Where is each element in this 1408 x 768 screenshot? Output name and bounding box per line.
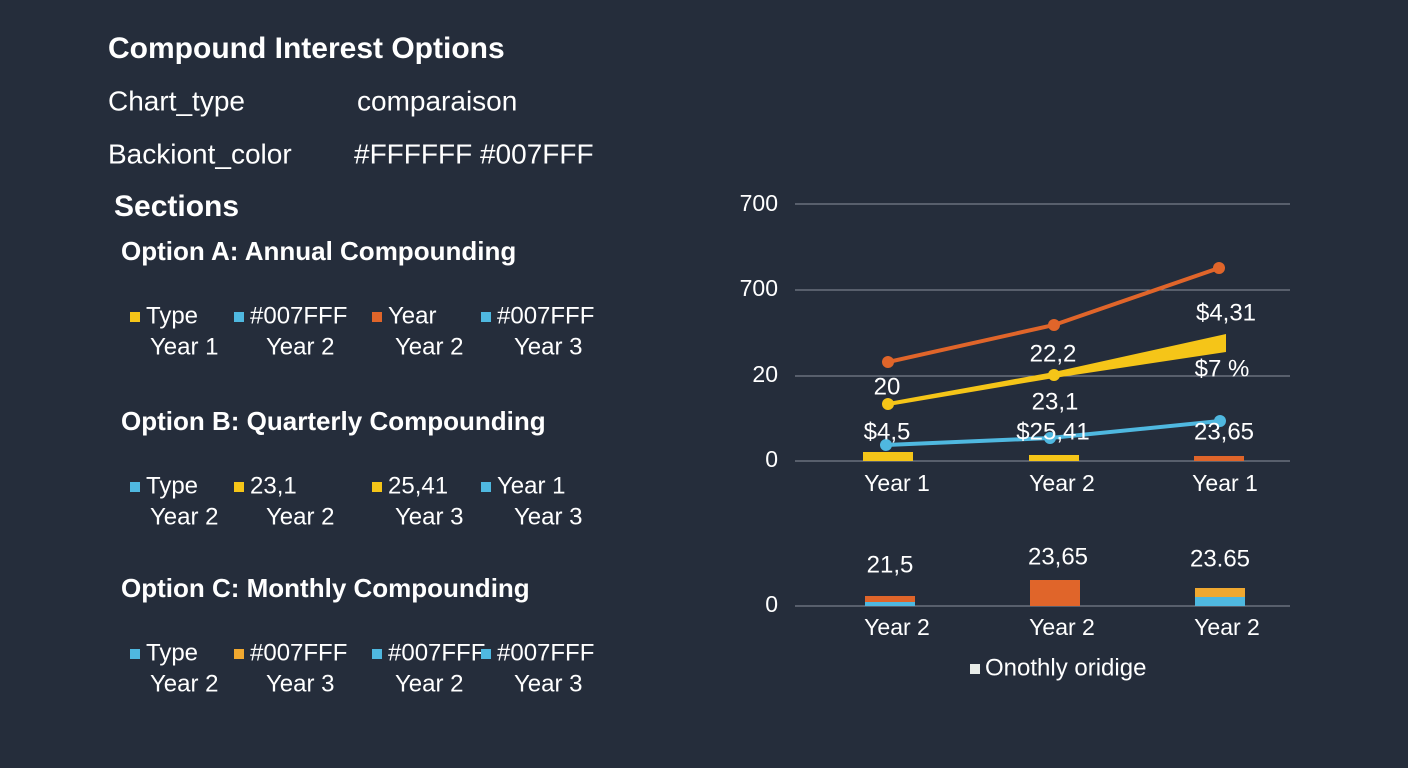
x-tick-label: Year 2 (1029, 470, 1095, 496)
legend-swatch (372, 649, 382, 659)
data-label: 20 (874, 373, 901, 400)
y-tick-label: 700 (740, 190, 778, 216)
item-sub: Year 3 (514, 670, 583, 697)
item-label: Year (388, 302, 437, 329)
bar (1029, 455, 1079, 461)
legend-label: Onothly oridige (985, 654, 1146, 681)
x-tick-label: Year 2 (864, 614, 930, 640)
item-label: 23,1 (250, 472, 297, 499)
item-sub: Year 2 (150, 503, 219, 530)
y-tick-label: 0 (765, 446, 778, 472)
item-label: 25,41 (388, 472, 448, 499)
point (1048, 319, 1060, 331)
point (1048, 369, 1060, 381)
item-sub: Year 1 (150, 333, 219, 360)
legend-swatch (481, 312, 491, 322)
legend-swatch (130, 482, 140, 492)
data-label: $4,31 (1196, 299, 1256, 326)
item-label: Type (146, 472, 198, 499)
bar (1195, 597, 1245, 606)
item-sub: Year 2 (266, 333, 335, 360)
legend-swatch (481, 649, 491, 659)
data-label: 23.65 (1190, 545, 1250, 572)
item-sub: Year 2 (395, 670, 464, 697)
x-tick-label: Year 2 (1029, 614, 1095, 640)
bar (1030, 580, 1080, 606)
y-tick-label: 20 (752, 361, 778, 387)
x-tick-label: Year 2 (1194, 614, 1260, 640)
data-label: 21,5 (867, 551, 914, 578)
title: Compound Interest Options (108, 32, 505, 65)
option-title: Option B: Quarterly Compounding (121, 406, 546, 436)
item-label: #007FFF (497, 302, 594, 329)
item-label: #007FFF (250, 302, 347, 329)
upper-chart (795, 203, 1290, 462)
x-tick-label: Year 1 (1192, 470, 1258, 496)
legend-swatch (372, 482, 382, 492)
y-tick-label: 0 (765, 591, 778, 617)
lower-chart (795, 580, 1290, 674)
point (882, 356, 894, 368)
item-sub: Year 2 (150, 670, 219, 697)
item-sub: Year 2 (266, 503, 335, 530)
item-label: Type (146, 302, 198, 329)
item-label: #007FFF (250, 639, 347, 666)
data-label: 23,1 (1032, 388, 1079, 415)
data-label: 23,65 (1028, 543, 1088, 570)
legend-swatch (481, 482, 491, 492)
legend-swatch (234, 312, 244, 322)
legend-swatch (234, 649, 244, 659)
item-label: #007FFF (388, 639, 485, 666)
item-sub: Year 3 (266, 670, 335, 697)
bar (865, 596, 915, 606)
legend-swatch (130, 312, 140, 322)
sections-title: Sections (114, 190, 239, 223)
bar (1194, 456, 1244, 461)
legend-swatch (234, 482, 244, 492)
area-yellow (888, 334, 1226, 406)
legend-swatch (970, 664, 980, 674)
item-label: Year 1 (497, 472, 566, 499)
item-label: Type (146, 639, 198, 666)
item-label: #007FFF (497, 639, 594, 666)
row-key: Chart_type (108, 85, 245, 116)
bar (865, 602, 915, 606)
y-tick-label: 700 (740, 275, 778, 301)
row-key: Backiont_color (108, 138, 292, 169)
point (880, 439, 892, 451)
point (1044, 432, 1056, 444)
row-value: #FFFFFF #007FFF (354, 138, 594, 169)
legend-swatch (130, 649, 140, 659)
data-label: 23,65 (1194, 418, 1254, 445)
item-sub: Year 2 (395, 333, 464, 360)
data-label: $7 % (1195, 355, 1250, 382)
bar (863, 452, 913, 461)
data-label: $25,41 (1016, 418, 1089, 445)
data-label: $4,5 (864, 418, 911, 445)
point (1214, 415, 1226, 427)
point (1213, 262, 1225, 274)
row-value: comparaison (357, 85, 517, 116)
item-sub: Year 3 (395, 503, 464, 530)
data-label: 22,2 (1030, 340, 1077, 367)
legend-swatch (372, 312, 382, 322)
item-sub: Year 3 (514, 333, 583, 360)
x-tick-label: Year 1 (864, 470, 930, 496)
point (882, 398, 894, 410)
option-title: Option A: Annual Compounding (121, 236, 516, 266)
option-title: Option C: Monthly Compounding (121, 573, 530, 603)
item-sub: Year 3 (514, 503, 583, 530)
